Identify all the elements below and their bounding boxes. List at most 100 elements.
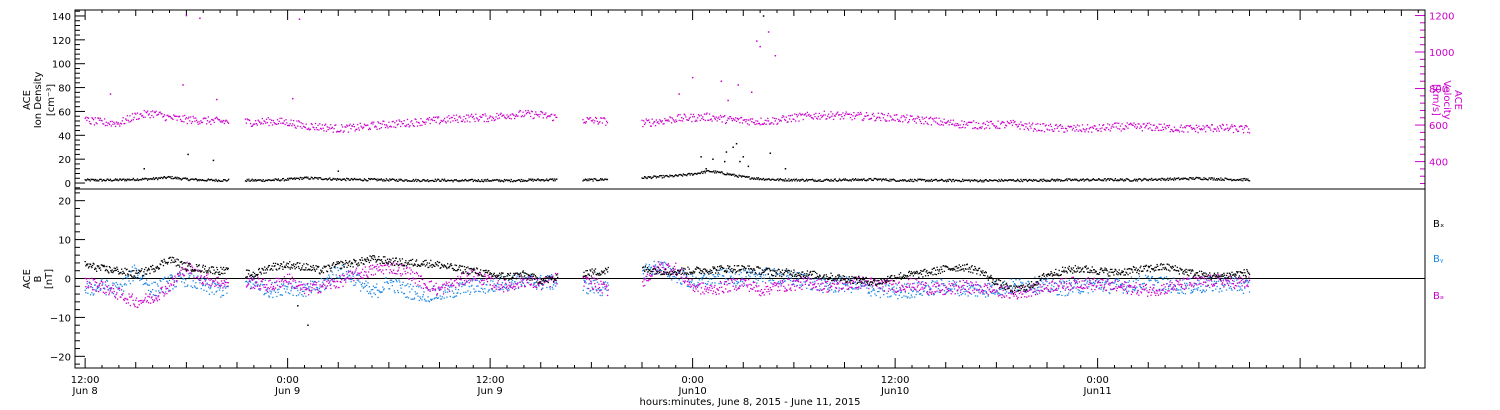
- density-point: [848, 180, 850, 182]
- bz-point: [400, 275, 402, 277]
- velocity-point: [861, 119, 863, 121]
- velocity-point: [147, 114, 150, 116]
- by-point: [881, 288, 883, 290]
- density-point: [190, 178, 193, 180]
- velocity-point: [727, 117, 729, 119]
- density-outlier: [212, 159, 215, 162]
- velocity-point: [1089, 127, 1091, 129]
- velocity-point: [433, 119, 436, 122]
- density-point: [1133, 179, 1135, 181]
- density-point: [1073, 179, 1075, 181]
- density-point: [760, 178, 762, 180]
- velocity-point: [411, 120, 413, 122]
- velocity-point: [1138, 123, 1140, 125]
- by-point: [91, 292, 93, 294]
- by-point: [1112, 282, 1114, 284]
- velocity-point: [455, 114, 458, 116]
- density-point: [423, 179, 426, 181]
- by-point: [439, 295, 441, 297]
- density-point: [322, 178, 324, 181]
- bz-point: [167, 282, 169, 284]
- bz-point: [215, 284, 217, 286]
- velocity-point: [522, 111, 524, 113]
- density-point: [115, 179, 118, 181]
- by-point: [521, 281, 524, 283]
- by-point: [865, 284, 867, 286]
- by-point: [685, 276, 687, 278]
- density-point: [923, 179, 925, 181]
- velocity-point: [158, 111, 161, 114]
- by-point: [1004, 292, 1006, 295]
- bz-point: [422, 287, 424, 290]
- density-point: [905, 180, 907, 182]
- by-point: [1038, 292, 1041, 294]
- velocity-point: [669, 116, 671, 118]
- by-point: [301, 290, 304, 293]
- density-point: [197, 179, 199, 181]
- density-point: [945, 179, 947, 181]
- density-point: [166, 176, 168, 179]
- velocity-point: [716, 120, 718, 122]
- velocity-point: [810, 114, 812, 117]
- by-point: [944, 284, 946, 287]
- velocity-point: [404, 125, 406, 127]
- velocity-point: [1113, 122, 1116, 125]
- velocity-point: [184, 118, 187, 120]
- velocity-point: [721, 121, 723, 123]
- by-point: [166, 281, 169, 283]
- density-point: [342, 178, 345, 180]
- density-point: [541, 179, 544, 181]
- by-point: [868, 291, 870, 293]
- bz-point: [358, 272, 360, 275]
- velocity-point: [1053, 130, 1055, 133]
- velocity-point: [1200, 127, 1203, 130]
- by-point: [899, 289, 901, 291]
- velocity-point: [600, 117, 603, 119]
- by-point: [536, 288, 538, 290]
- velocity-point: [191, 120, 193, 123]
- by-point: [732, 277, 734, 279]
- by-point: [978, 291, 980, 293]
- by-point: [814, 277, 817, 279]
- density-point: [890, 180, 892, 182]
- velocity-point: [1210, 129, 1212, 131]
- density-point: [1035, 179, 1037, 181]
- density-point: [832, 180, 835, 182]
- bz-point: [356, 274, 358, 276]
- density-point: [869, 178, 871, 180]
- density-point: [964, 179, 966, 182]
- density-point: [356, 178, 358, 180]
- by-point: [134, 267, 136, 269]
- density-point: [656, 175, 658, 178]
- by-point: [814, 280, 816, 283]
- density-point: [922, 179, 924, 181]
- density-point: [1187, 178, 1189, 180]
- by-point: [376, 289, 379, 291]
- density-point: [876, 179, 879, 181]
- velocity-point: [753, 122, 755, 124]
- by-point: [281, 294, 283, 296]
- by-point: [775, 273, 778, 275]
- by-point: [1103, 284, 1106, 286]
- by-point: [457, 289, 460, 291]
- density-point: [645, 177, 647, 179]
- density-point: [1219, 179, 1221, 181]
- velocity-point: [1106, 127, 1108, 129]
- bz-point: [139, 300, 141, 302]
- density-point: [89, 180, 91, 182]
- bz-point: [222, 287, 224, 289]
- density-point: [125, 178, 127, 181]
- by-point: [723, 275, 725, 277]
- density-point: [344, 179, 346, 181]
- by-point: [1117, 285, 1120, 287]
- density-point: [485, 178, 487, 181]
- by-point: [328, 274, 330, 276]
- density-point: [812, 179, 814, 181]
- density-point: [449, 179, 452, 182]
- bz-point: [127, 299, 129, 301]
- density-point: [854, 179, 856, 181]
- by-point: [810, 288, 813, 291]
- velocity-point: [197, 123, 199, 125]
- velocity-point: [1052, 130, 1054, 132]
- density-point: [793, 178, 795, 180]
